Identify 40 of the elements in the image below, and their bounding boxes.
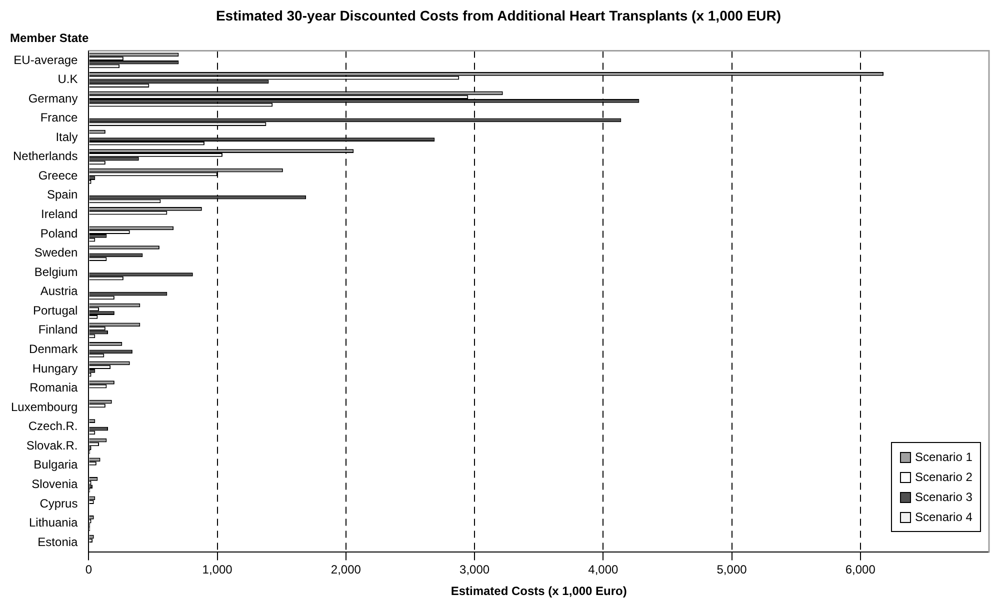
text: Scenario 4 (915, 510, 972, 524)
y-tick-label: Slovenia (32, 477, 78, 492)
y-tick-label: France (40, 110, 78, 125)
y-tick-label: Austria (40, 284, 78, 298)
y-tick-label: Netherlands (12, 149, 78, 164)
x-axis-title: Estimated Costs (x 1,000 Euro) (450, 584, 627, 598)
y-tick-label: Lithuania (28, 516, 78, 530)
y-tick-label: Bulgaria (34, 458, 78, 472)
y-tick-label: Poland (40, 226, 78, 240)
x-tick-label: 4,000 (588, 562, 618, 577)
y-tick-label: Romania (30, 380, 78, 395)
chart-title: Estimated 30-year Discounted Costs from Additional Heart Transplants (x 1,000 EUR) (216, 7, 782, 24)
y-tick-label: Luxembourg (10, 400, 78, 414)
y-tick-label: Ireland (41, 207, 78, 222)
y-axis-title: Member State (10, 31, 90, 46)
y-tick-label: U.K (58, 72, 78, 86)
y-tick-label: Finland (38, 322, 78, 337)
y-tick-label: Estonia (38, 534, 78, 549)
y-tick-label: Czech.R. (28, 419, 78, 434)
y-tick-label: Spain (47, 188, 78, 202)
x-tick-label: 3,000 (460, 562, 490, 577)
x-tick-label: 2,000 (330, 562, 362, 577)
legend-label: Scenario 1 (915, 450, 972, 464)
x-tick-label: 5,000 (716, 562, 748, 577)
y-tick-label: EU-average (14, 52, 78, 67)
x-tick-label: 1,000 (202, 562, 233, 577)
y-tick-label: Slovak.R. (26, 438, 78, 452)
y-tick-label: Greece (38, 168, 78, 182)
x-tick-label: 0 (85, 562, 92, 577)
x-tick-label: 6,000 (845, 562, 876, 577)
y-tick-label: Portugal (33, 303, 78, 318)
y-tick-label: Germany (28, 91, 78, 106)
y-tick-label: Denmark (29, 342, 79, 356)
y-tick-label: Hungary (32, 361, 78, 376)
y-tick-label: Sweden (34, 246, 78, 260)
legend-label: Scenario 3 (915, 490, 972, 504)
y-tick-label: Italy (56, 130, 78, 144)
text: Scenario 2 (915, 470, 972, 484)
y-tick-label: Cyprus (40, 496, 78, 510)
y-tick-label: Belgium (34, 264, 78, 279)
